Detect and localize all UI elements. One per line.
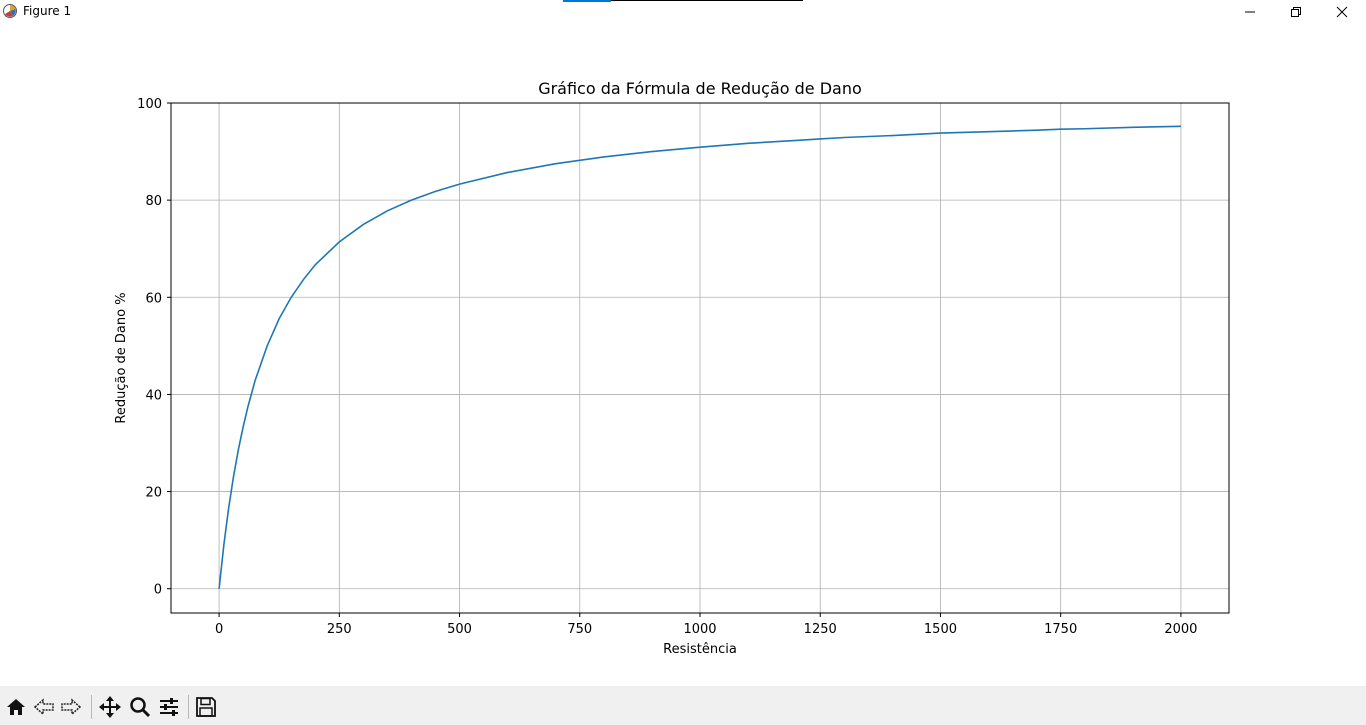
forward-arrow-icon xyxy=(61,698,82,716)
toolbar-separator xyxy=(91,695,92,719)
y-tick-label: 80 xyxy=(145,194,162,209)
zoom-icon xyxy=(130,697,151,718)
window-title: Figure 1 xyxy=(23,4,72,18)
axis-ticks: 0 250 500 750 1000 1250 1500 1750 2000 0 20 40 60 80 1… xyxy=(137,97,1197,637)
matplotlib-app-icon xyxy=(3,4,17,18)
x-tick-label: 250 xyxy=(327,622,352,637)
grid xyxy=(171,102,1229,613)
series-line xyxy=(218,125,1181,589)
back-button[interactable] xyxy=(32,695,56,719)
close-button[interactable] xyxy=(1319,0,1365,24)
pan-button[interactable] xyxy=(98,695,122,719)
x-tick-label: 0 xyxy=(215,622,223,637)
x-tick-label: 750 xyxy=(567,622,592,637)
line-chart: 0 250 500 750 1000 1250 1500 1750 2000 0 20 40 60 80 1… xyxy=(114,79,1230,657)
restore-icon xyxy=(1291,7,1301,17)
x-tick-label: 1000 xyxy=(683,622,716,637)
configure-subplots-button[interactable] xyxy=(157,695,181,719)
y-tick-label: 0 xyxy=(154,583,162,598)
close-icon xyxy=(1336,6,1348,18)
back-arrow-icon xyxy=(33,698,54,716)
configure-subplots-icon xyxy=(160,698,178,716)
navigation-toolbar xyxy=(0,686,1366,725)
minimize-button[interactable] xyxy=(1227,0,1273,24)
minimize-icon xyxy=(1245,11,1255,13)
save-icon xyxy=(196,697,216,717)
taskbar-focus-line xyxy=(563,0,803,1)
x-tick-label: 1250 xyxy=(804,622,837,637)
x-tick-label: 1500 xyxy=(924,622,957,637)
zoom-button[interactable] xyxy=(128,695,152,719)
y-tick-label: 40 xyxy=(145,388,162,403)
toolbar-separator xyxy=(188,695,189,719)
y-tick-label: 100 xyxy=(137,97,162,112)
x-tick-label: 1750 xyxy=(1044,622,1077,637)
y-axis-label: Redução de Dano % xyxy=(114,292,129,423)
x-tick-label: 2000 xyxy=(1164,622,1197,637)
taskbar-focus-accent xyxy=(563,0,611,2)
save-button[interactable] xyxy=(194,695,218,719)
chart-title: Gráfico da Fórmula de Redução de Dano xyxy=(538,79,862,98)
restore-button[interactable] xyxy=(1273,0,1319,24)
window-titlebar: Figure 1 xyxy=(0,0,1366,24)
y-tick-label: 20 xyxy=(145,486,162,501)
x-axis-label: Resistência xyxy=(663,642,737,657)
pan-icon xyxy=(99,696,121,718)
x-tick-label: 500 xyxy=(447,622,472,637)
home-button[interactable] xyxy=(4,695,28,719)
forward-button[interactable] xyxy=(59,695,83,719)
home-icon xyxy=(7,699,25,715)
figure-canvas[interactable]: 0 250 500 750 1000 1250 1500 1750 2000 0 20 40 60 80 1… xyxy=(0,24,1366,686)
y-tick-label: 60 xyxy=(145,291,162,306)
